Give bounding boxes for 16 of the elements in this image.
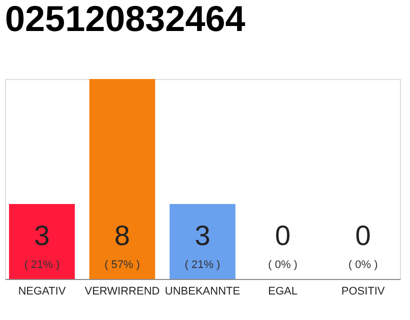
annotation: ( 0% ) xyxy=(348,259,378,271)
data-label: 0 xyxy=(355,220,371,251)
x-tick-label: POSITIV xyxy=(341,286,386,298)
data-label: 0 xyxy=(274,220,291,251)
data-label: 8 xyxy=(114,220,130,251)
chart-title: 025120832464 xyxy=(5,0,246,39)
x-tick-label: NEGATIV xyxy=(18,286,66,298)
annotation: ( 57% ) xyxy=(104,259,140,271)
x-tick-label: VERWIRREND xyxy=(84,286,160,298)
annotation: ( 21% ) xyxy=(24,259,60,271)
annotation: ( 21% ) xyxy=(184,259,220,271)
data-label: 3 xyxy=(34,220,50,251)
x-tick-label: EGAL xyxy=(268,286,298,298)
x-tick-label: UNBEKANNTE xyxy=(164,286,240,298)
annotation: ( 0% ) xyxy=(268,259,298,271)
data-label: 3 xyxy=(194,220,210,251)
